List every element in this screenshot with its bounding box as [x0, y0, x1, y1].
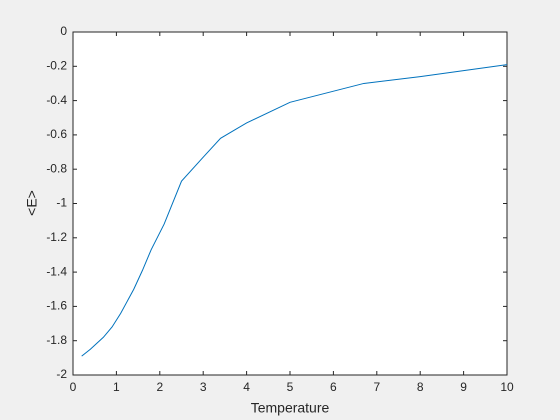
x-tick-label: 5: [287, 380, 294, 394]
x-tick-label: 7: [373, 380, 380, 394]
x-tick-label: 9: [460, 380, 467, 394]
x-tick-label: 6: [330, 380, 337, 394]
axes-box: [72, 31, 508, 376]
x-axis-label: Temperature: [251, 400, 330, 416]
x-tick-label: 2: [156, 380, 163, 394]
y-tick-label: -0.6: [46, 127, 67, 141]
y-tick-label: -1.4: [46, 264, 67, 278]
y-tick-label: -1: [56, 196, 67, 210]
x-tick-label: 8: [417, 380, 424, 394]
data-line: [81, 64, 508, 357]
y-tick-label: -2: [56, 367, 67, 381]
y-tick-label: -1.2: [46, 230, 67, 244]
y-tick-label: -0.4: [46, 93, 67, 107]
y-tick-label: -0.8: [46, 161, 67, 175]
x-tick-label: 4: [243, 380, 250, 394]
x-tick-label: 3: [200, 380, 207, 394]
x-tick-label: 10: [500, 380, 514, 394]
y-tick-label: -1.6: [46, 299, 67, 313]
x-tick-label: 1: [113, 380, 120, 394]
y-tick-label: 0: [60, 24, 67, 38]
y-axis-label: <E>: [24, 190, 40, 216]
x-tick-label: 0: [70, 380, 77, 394]
y-tick-label: -1.8: [46, 333, 67, 347]
y-tick-label: -0.2: [46, 58, 67, 72]
